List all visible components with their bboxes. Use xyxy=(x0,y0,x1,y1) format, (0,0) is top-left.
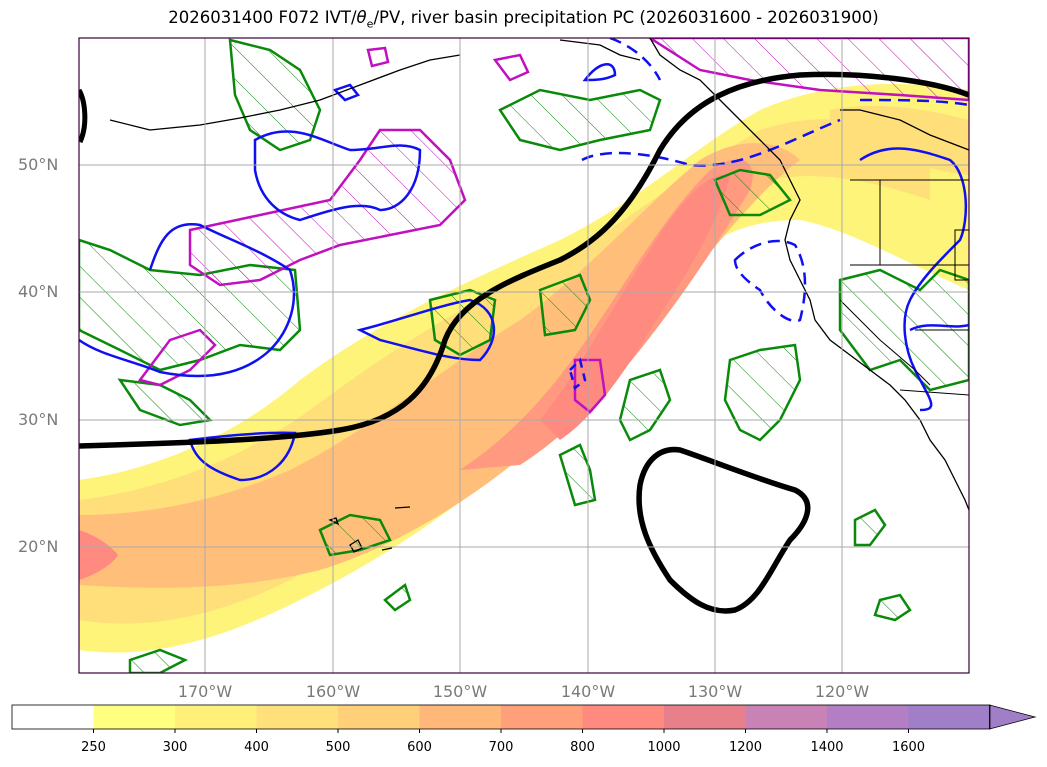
colorbar-tick-label: 1600 xyxy=(891,740,926,755)
magenta-hatched-contours xyxy=(137,38,969,414)
lat-label-50n: 50°N xyxy=(18,155,59,174)
map-frame xyxy=(78,37,970,674)
colorbar-tick-label: 1000 xyxy=(647,740,681,755)
colorbar-segment xyxy=(501,705,583,729)
main-black-contour xyxy=(79,71,969,449)
colorbar-tick-label: 250 xyxy=(81,740,106,755)
colorbar-tick-label: 600 xyxy=(407,740,432,755)
colorbar-segment xyxy=(175,705,257,729)
lon-label-150w: 150°W xyxy=(432,682,488,701)
colorbar-segment xyxy=(256,705,339,729)
gridlines xyxy=(79,38,969,673)
colorbar-tick-label: 1200 xyxy=(728,740,763,755)
colorbar-tick-label: 500 xyxy=(325,740,351,755)
colorbar-segment xyxy=(745,705,828,729)
colorbar-segment xyxy=(419,705,502,729)
colorbar-tick-label: 1400 xyxy=(810,740,844,755)
colorbar-segment xyxy=(827,705,909,729)
coastline xyxy=(109,38,969,553)
ivt-shading xyxy=(79,84,969,653)
lat-label-20n: 20°N xyxy=(18,537,59,556)
colorbar-segment xyxy=(12,705,94,729)
blue-contours xyxy=(79,38,969,482)
colorbar xyxy=(11,704,1037,733)
colorbar-tick-label: 400 xyxy=(244,740,269,755)
colorbar-extend-arrow xyxy=(989,704,1037,730)
colorbar-tick-label: 300 xyxy=(162,740,188,755)
lon-label-170w: 170°W xyxy=(177,682,233,701)
lon-label-130w: 130°W xyxy=(687,682,743,701)
lat-label-40n: 40°N xyxy=(18,282,59,301)
map-title: 2026031400 F072 IVT/θe/PV, river basin p… xyxy=(168,8,879,31)
lon-label-120w: 120°W xyxy=(814,682,870,701)
closed-black-contour xyxy=(636,446,811,614)
colorbar-tick-label: 800 xyxy=(570,740,595,755)
black-contours xyxy=(79,71,969,614)
colorbar-segment xyxy=(582,705,665,729)
colorbar-segment xyxy=(908,705,991,729)
colorbar-segment xyxy=(664,705,746,729)
colorbar-tick-label: 700 xyxy=(488,740,514,755)
colorbar-segment xyxy=(93,705,176,729)
lat-label-30n: 30°N xyxy=(18,410,59,429)
lon-label-160w: 160°W xyxy=(305,682,361,701)
lon-label-140w: 140°W xyxy=(560,682,616,701)
colorbar-segment xyxy=(338,705,420,729)
